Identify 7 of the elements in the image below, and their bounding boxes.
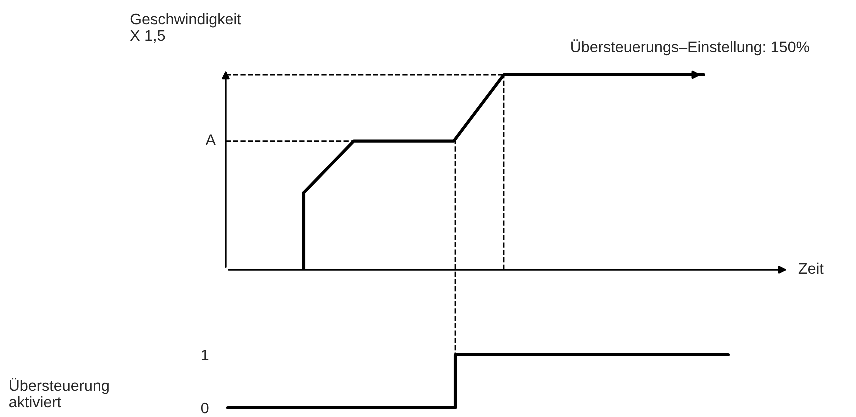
y-axis-title: Geschwindigkeit X 1,5 [130, 13, 242, 43]
y-tick-label: 1 [202, 350, 209, 361]
x-axis-title: Zeit [798, 262, 824, 274]
annotation: Übersteuerungs–Einstellung: 150% [572, 40, 810, 56]
y-tick-label: 0 [201, 402, 209, 414]
y-axis-title: Übersteuerung aktiviert [10, 378, 109, 408]
ref-line-label: A [206, 134, 216, 146]
